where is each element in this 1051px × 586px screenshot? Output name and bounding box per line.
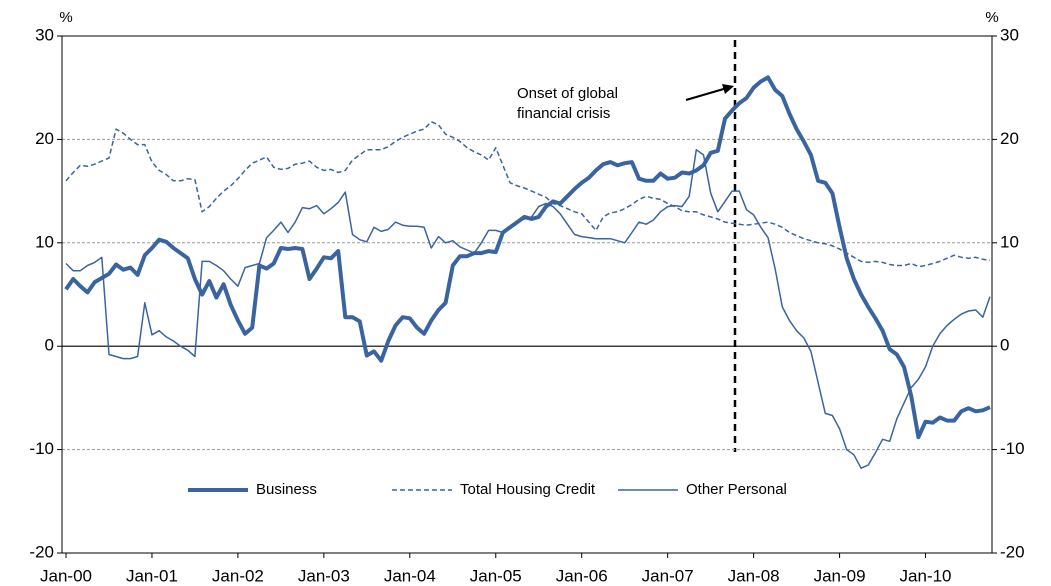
y-tick-label: -10	[29, 439, 54, 458]
annotation: Onset of global	[517, 85, 618, 102]
y2-tick-label: 10	[1000, 232, 1019, 251]
series-line	[65, 121, 991, 268]
plot-frame	[61, 35, 993, 554]
y-unit-label: %	[59, 9, 72, 26]
x-tick-label: Jan-02	[212, 566, 264, 585]
x-tick-label: Jan-09	[814, 566, 866, 585]
legend-label: Business	[256, 481, 317, 498]
x-tick-label: Jan-03	[298, 566, 350, 585]
x-tick-label: Jan-04	[384, 566, 436, 585]
y2-tick-label: 20	[1000, 129, 1019, 148]
series-line	[65, 148, 991, 469]
y-tick-label: 30	[35, 25, 54, 44]
x-tick-label: Jan-10	[900, 566, 952, 585]
x-tick-label: Jan-06	[556, 566, 608, 585]
y2-tick-label: -20	[1000, 542, 1025, 561]
annotation: financial crisis	[517, 105, 610, 122]
y2-tick-label: 30	[1000, 25, 1019, 44]
x-tick-label: Jan-05	[470, 566, 522, 585]
y2-tick-label: 0	[1000, 336, 1009, 355]
series-line	[64, 75, 991, 440]
legend-label: Total Housing Credit	[460, 481, 596, 498]
y2-tick-label: -10	[1000, 439, 1025, 458]
y2-unit-label: %	[985, 9, 998, 26]
x-tick-label: Jan-00	[40, 566, 92, 585]
legend-label: Other Personal	[686, 481, 787, 498]
x-tick-label: Jan-08	[728, 566, 780, 585]
annotation-arrow	[685, 87, 728, 101]
y-tick-label: -20	[29, 542, 54, 561]
x-tick-label: Jan-01	[126, 566, 178, 585]
y-tick-label: 20	[35, 129, 54, 148]
x-tick-label: Jan-07	[642, 566, 694, 585]
annotation-arrowhead	[722, 84, 734, 94]
y-tick-label: 10	[35, 232, 54, 251]
y-tick-label: 0	[45, 336, 54, 355]
